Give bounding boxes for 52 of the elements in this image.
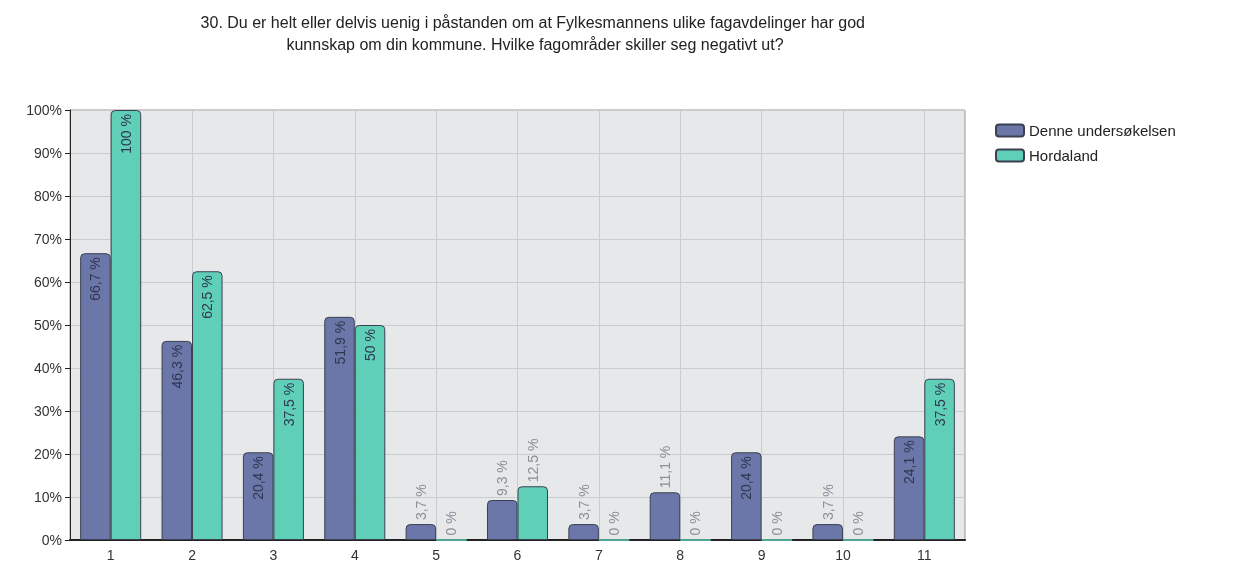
y-tick-label: 10% xyxy=(33,489,62,505)
data-label: 20,4 % xyxy=(738,456,755,500)
y-tick-label: 60% xyxy=(33,274,62,290)
legend-label: Denne undersøkelsen xyxy=(1029,122,1176,139)
data-label: 0 % xyxy=(443,511,460,536)
y-tick-label: 70% xyxy=(33,231,62,247)
x-tick-label: 1 xyxy=(106,547,115,563)
data-label: 50 % xyxy=(362,329,379,361)
data-label: 100 % xyxy=(117,114,134,154)
data-label: 9,3 % xyxy=(494,460,511,497)
x-tick-label: 6 xyxy=(513,547,522,563)
bar xyxy=(405,524,437,540)
y-tick-label: 50% xyxy=(33,317,62,333)
data-label: 12,5 % xyxy=(524,438,541,483)
data-label: 62,5 % xyxy=(199,275,216,319)
data-label: 0 % xyxy=(850,511,867,536)
bar xyxy=(568,524,599,540)
data-label: 66,7 % xyxy=(87,257,104,301)
data-label: 3,7 % xyxy=(819,484,836,521)
y-tick-label: 100% xyxy=(26,102,62,118)
y-tick-label: 80% xyxy=(33,188,62,204)
bar xyxy=(812,524,843,540)
bar xyxy=(731,452,762,540)
x-tick-label: 2 xyxy=(188,547,197,563)
data-label: 51,9 % xyxy=(331,320,348,365)
x-tick-label: 3 xyxy=(269,547,278,563)
y-tick-label: 20% xyxy=(33,446,62,462)
data-label: 24,1 % xyxy=(901,440,918,484)
y-tick-label: 0% xyxy=(41,532,62,548)
x-tick-label: 5 xyxy=(432,547,441,563)
x-tick-label: 8 xyxy=(676,547,685,563)
legend-label: Hordaland xyxy=(1029,147,1099,164)
data-label: 0 % xyxy=(606,511,623,536)
data-label: 37,5 % xyxy=(931,382,948,427)
x-tick-label: 7 xyxy=(594,547,603,563)
x-tick-label: 4 xyxy=(350,547,359,563)
x-tick-label: 10 xyxy=(835,547,851,563)
x-tick-label: 9 xyxy=(757,547,766,563)
data-label: 3,7 % xyxy=(575,484,592,521)
data-label: 46,3 % xyxy=(168,344,185,389)
bar xyxy=(649,492,681,540)
data-label: 3,7 % xyxy=(412,484,429,521)
y-tick-label: 40% xyxy=(33,360,62,376)
data-label: 37,5 % xyxy=(280,382,297,427)
data-label: 20,4 % xyxy=(250,456,267,500)
data-label: 0 % xyxy=(687,511,704,536)
chart-title: 30. Du er helt eller delvis uenig i påstanden om at Fylkesmannens ulike fagavdelinger har god kunnskap om din kommune. Hvilke fagområder skiller seg negativt ut? xyxy=(200,13,870,53)
data-label: 11,1 % xyxy=(656,445,673,489)
y-tick-label: 90% xyxy=(33,145,62,161)
y-tick-label: 30% xyxy=(33,403,62,419)
data-label: 0 % xyxy=(768,511,785,536)
x-tick-label: 11 xyxy=(917,547,932,563)
